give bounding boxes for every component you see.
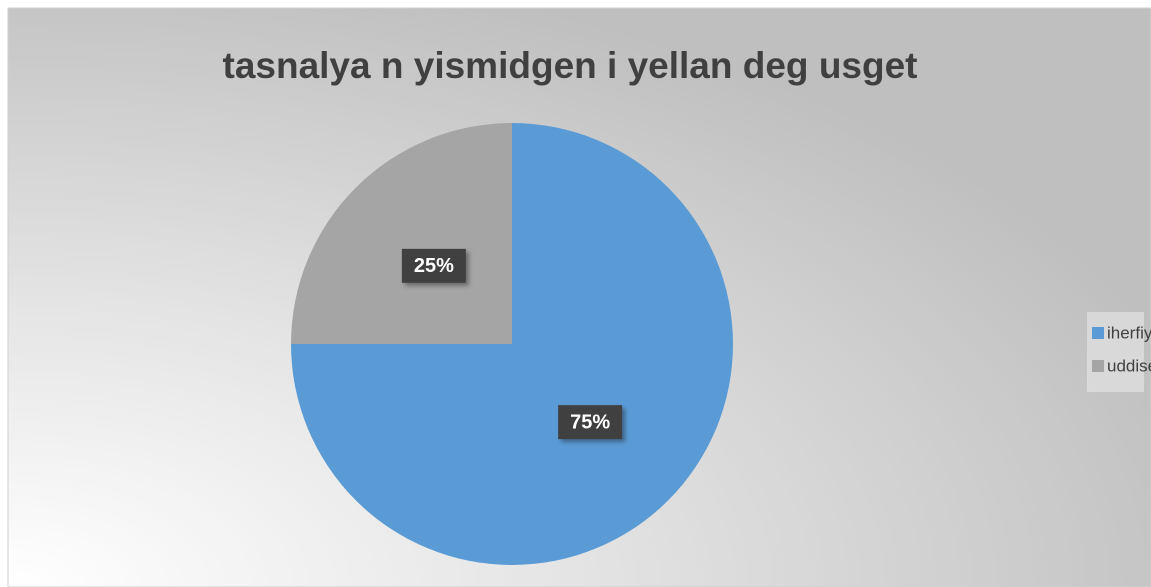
legend-swatch xyxy=(1092,327,1104,339)
legend-box xyxy=(1087,312,1144,392)
data-label: 75% xyxy=(570,411,610,433)
data-label-box xyxy=(558,405,623,440)
legend-label: uddisen xyxy=(1107,356,1151,375)
pie-slice xyxy=(291,123,512,344)
chart-title: tasnalya n yismidgen i yellan deg usget xyxy=(223,45,918,86)
legend-swatch xyxy=(1092,360,1104,372)
data-label: 25% xyxy=(414,255,454,277)
data-label-box xyxy=(401,248,466,283)
legend-label: iherfiyen xyxy=(1107,323,1151,342)
